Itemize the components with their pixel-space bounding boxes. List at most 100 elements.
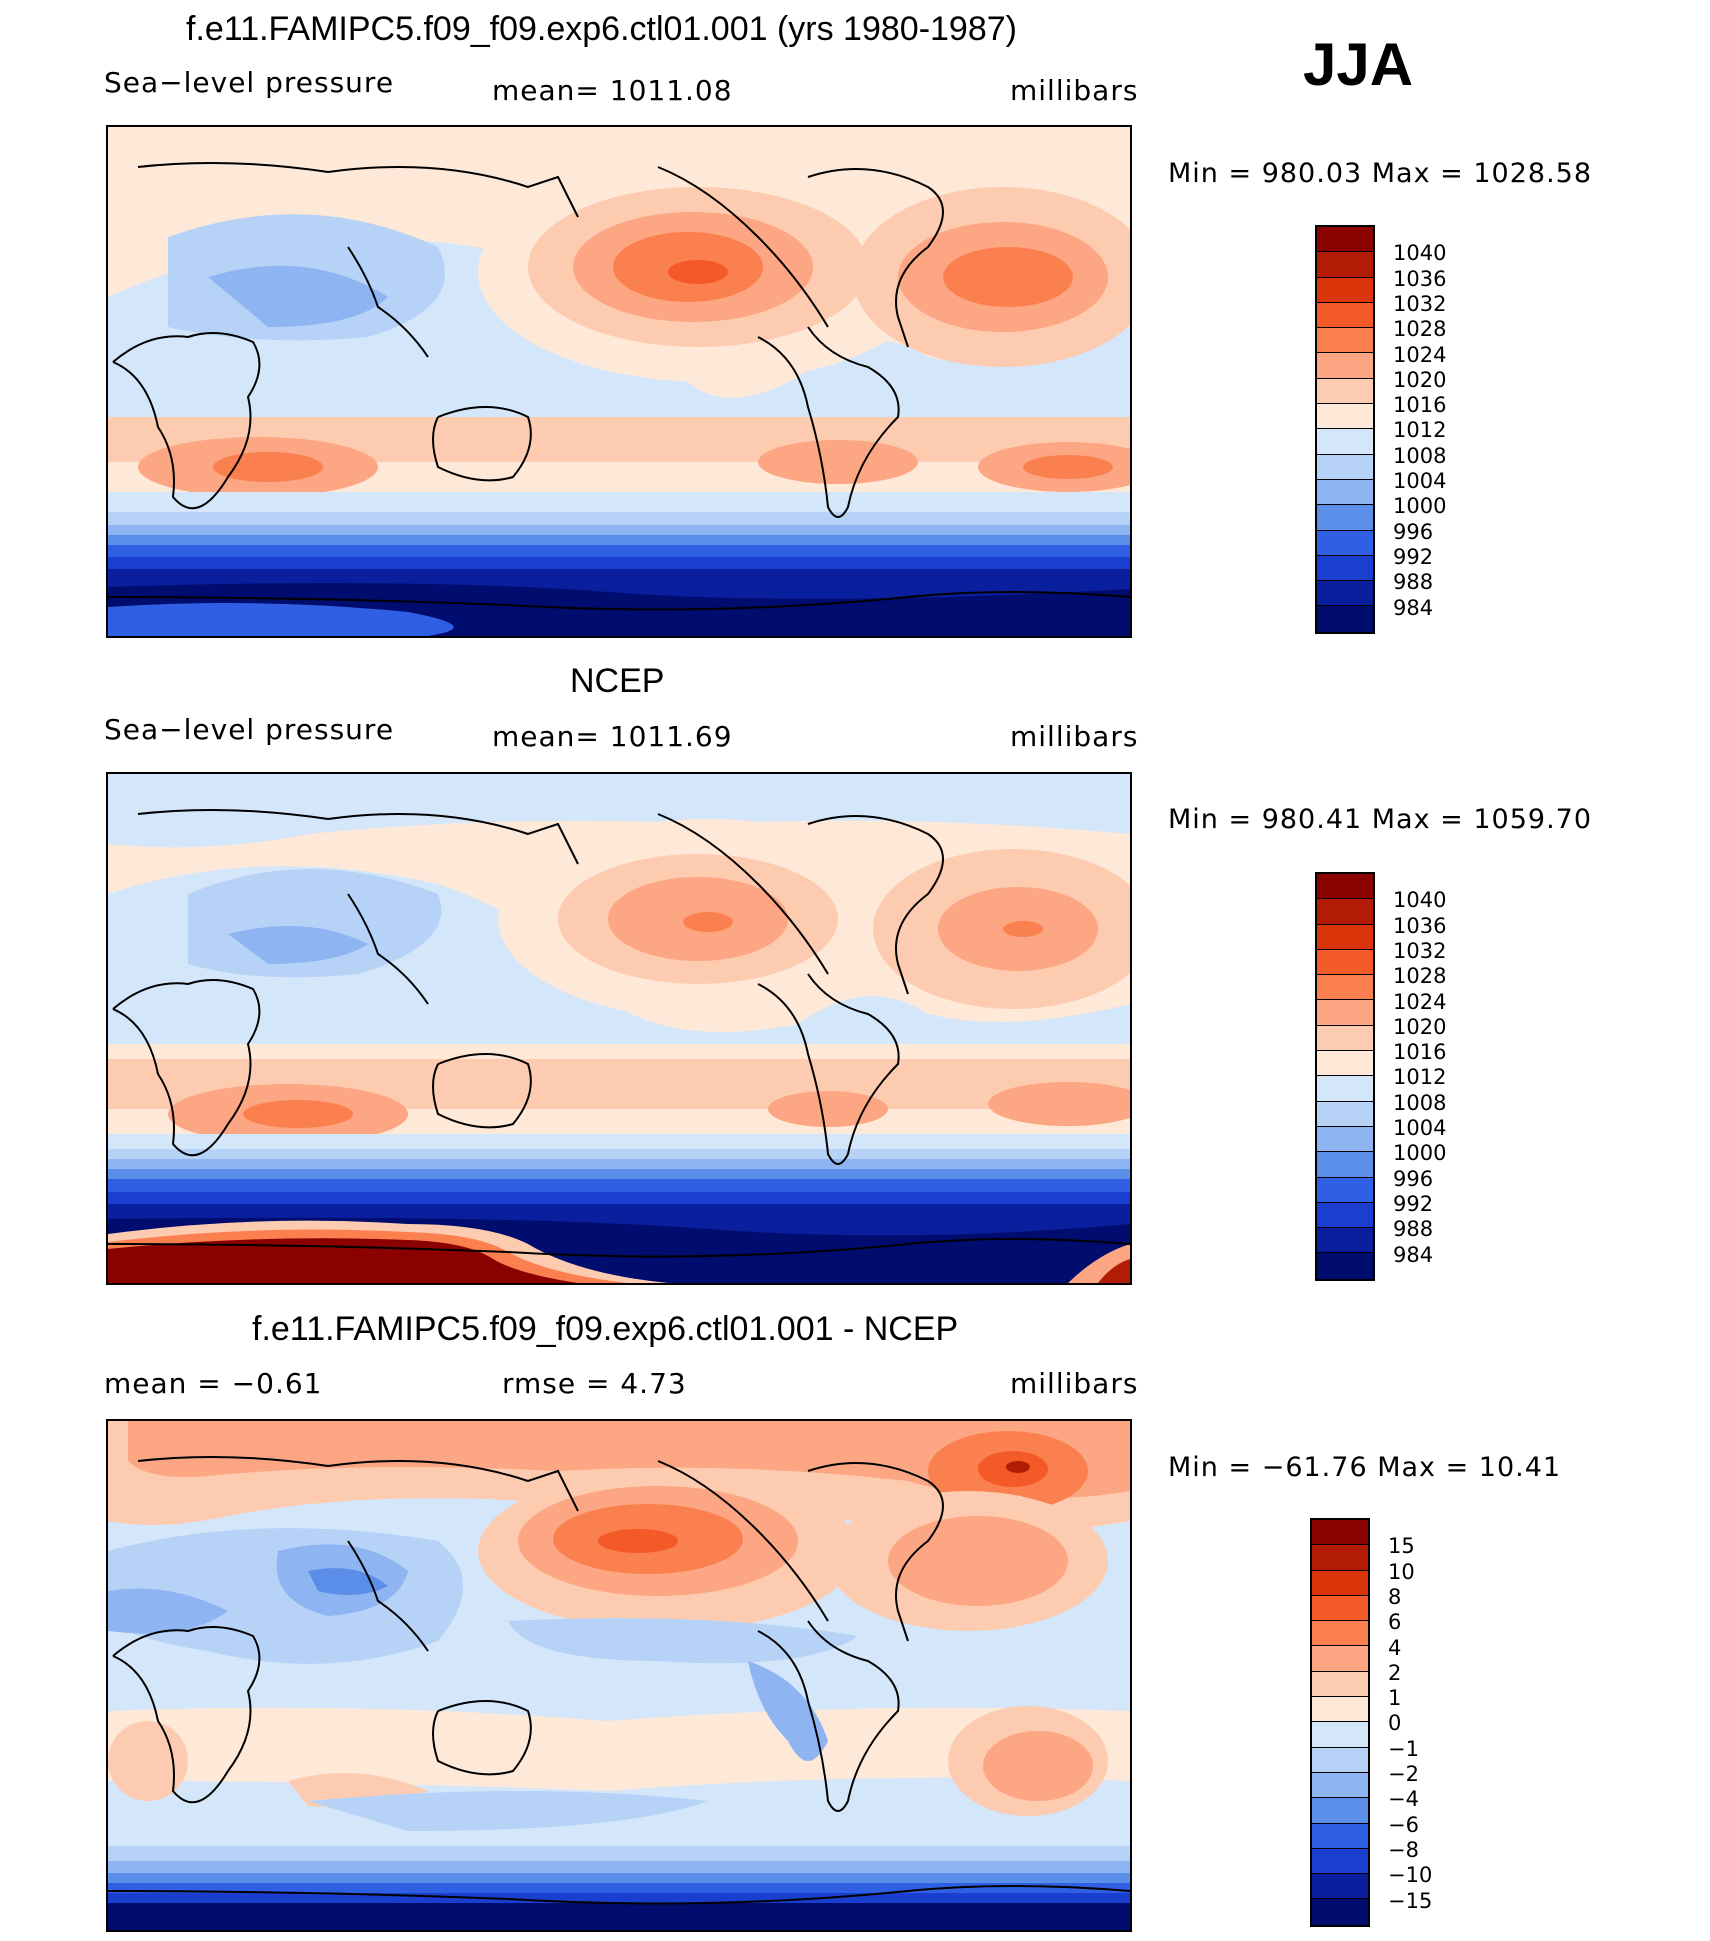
colorbar-box <box>1317 924 1373 950</box>
colorbar-level-label: 4 <box>1388 1635 1402 1660</box>
colorbar-level-label: 984 <box>1393 595 1434 620</box>
colorbar-level-label: 1 <box>1388 1686 1402 1711</box>
colorbar-level-label: 2 <box>1388 1660 1402 1685</box>
colorbar-level-label: −8 <box>1388 1837 1419 1862</box>
colorbar-level-label: 0 <box>1388 1711 1402 1736</box>
colorbar-level-label: −10 <box>1388 1863 1433 1888</box>
colorbar-level-label: −6 <box>1388 1812 1419 1837</box>
colorbar-level-label: 1008 <box>1393 1090 1447 1115</box>
colorbar-box <box>1312 1520 1368 1546</box>
colorbar-box <box>1317 353 1373 379</box>
colorbar-level-label: 1032 <box>1393 291 1447 316</box>
colorbar-box <box>1312 1570 1368 1596</box>
panel1-units-label: millibars <box>1010 74 1139 107</box>
colorbar-box <box>1312 1899 1368 1925</box>
colorbar-level-label: 988 <box>1393 570 1434 595</box>
panel1-map <box>106 125 1132 638</box>
colorbar-level-label: 1000 <box>1393 1141 1447 1166</box>
colorbar-level-label: 992 <box>1393 544 1434 569</box>
colorbar-level-label: 984 <box>1393 1242 1434 1267</box>
panel3-rmse-label: rmse = 4.73 <box>502 1367 687 1400</box>
colorbar-box <box>1312 1848 1368 1875</box>
colorbar-level-label: 1032 <box>1393 938 1447 963</box>
colorbar-level-label: 8 <box>1388 1584 1402 1609</box>
colorbar-box <box>1317 530 1373 556</box>
colorbar-box <box>1317 1126 1373 1153</box>
panel1-variable-label: Sea−level pressure <box>104 66 395 99</box>
panel3-mean-label: mean = −0.61 <box>104 1367 323 1400</box>
colorbar-level-label: 1024 <box>1393 989 1447 1014</box>
panel2-colorbar <box>1315 872 1375 1281</box>
colorbar-box <box>1317 1228 1373 1254</box>
colorbar-box <box>1312 1874 1368 1900</box>
season-label: JJA <box>1303 31 1414 98</box>
colorbar-level-label: 996 <box>1393 1166 1434 1191</box>
panel2-title: NCEP <box>570 662 665 700</box>
colorbar-box <box>1312 1772 1368 1799</box>
colorbar-level-label: 1040 <box>1393 241 1447 266</box>
colorbar-box <box>1317 429 1373 455</box>
colorbar-box <box>1317 899 1373 925</box>
panel2-variable-label: Sea−level pressure <box>104 713 395 746</box>
colorbar-level-label: 1036 <box>1393 913 1447 938</box>
colorbar-level-label: 1004 <box>1393 1116 1447 1140</box>
panel3-units-label: millibars <box>1010 1367 1139 1400</box>
colorbar-box <box>1317 328 1373 354</box>
colorbar-box <box>1312 1646 1368 1672</box>
colorbar-level-label: 988 <box>1393 1217 1434 1242</box>
colorbar-box <box>1317 975 1373 1001</box>
colorbar-box <box>1317 606 1373 632</box>
colorbar-level-label: 1016 <box>1393 393 1447 418</box>
panel3-map <box>106 1419 1132 1932</box>
panel1-minmax: Min = 980.03 Max = 1028.58 <box>1168 158 1593 189</box>
colorbar-level-label: 1028 <box>1393 964 1447 989</box>
colorbar-level-label: −4 <box>1388 1787 1419 1812</box>
panel2-mean-label: mean= 1011.69 <box>492 720 733 753</box>
colorbar-level-label: 992 <box>1393 1191 1434 1216</box>
panel2-map <box>106 772 1132 1285</box>
colorbar-level-label: 6 <box>1388 1610 1402 1635</box>
panel3-colorbar <box>1310 1518 1370 1927</box>
panel2-minmax: Min = 980.41 Max = 1059.70 <box>1168 804 1593 835</box>
colorbar-box <box>1312 1823 1368 1849</box>
colorbar-level-label: −1 <box>1388 1736 1419 1761</box>
colorbar-level-label: 1008 <box>1393 443 1447 468</box>
colorbar-box <box>1317 1202 1373 1229</box>
colorbar-box <box>1317 1101 1373 1127</box>
colorbar-level-label: 1012 <box>1393 1065 1447 1090</box>
colorbar-level-label: 996 <box>1393 519 1434 544</box>
colorbar-level-label: −15 <box>1388 1888 1433 1913</box>
panel1-mean-label: mean= 1011.08 <box>492 74 733 107</box>
colorbar-box <box>1317 1025 1373 1052</box>
panel3-minmax: Min = −61.76 Max = 10.41 <box>1168 1452 1562 1483</box>
panel3-title: f.e11.FAMIPC5.f09_f09.exp6.ctl01.001 - N… <box>252 1310 959 1348</box>
panel1-title: f.e11.FAMIPC5.f09_f09.exp6.ctl01.001 (yr… <box>186 10 1017 48</box>
colorbar-box <box>1317 302 1373 329</box>
colorbar-level-label: 1020 <box>1393 367 1447 392</box>
colorbar-level-label: 10 <box>1388 1559 1415 1584</box>
panel2-map-svg <box>108 774 1130 1283</box>
colorbar-box <box>1317 1051 1373 1077</box>
colorbar-box <box>1317 454 1373 480</box>
colorbar-box <box>1317 581 1373 607</box>
colorbar-box <box>1317 277 1373 303</box>
colorbar-level-label: 1004 <box>1393 469 1447 493</box>
colorbar-box <box>1317 252 1373 278</box>
colorbar-level-label: −2 <box>1388 1762 1419 1786</box>
colorbar-level-label: 1040 <box>1393 888 1447 913</box>
colorbar-level-label: 1020 <box>1393 1014 1447 1039</box>
colorbar-box <box>1312 1595 1368 1622</box>
panel1-map-svg <box>108 127 1130 636</box>
colorbar-box <box>1312 1545 1368 1571</box>
colorbar-level-label: 1028 <box>1393 317 1447 342</box>
colorbar-box <box>1312 1697 1368 1723</box>
colorbar-box <box>1312 1671 1368 1698</box>
colorbar-box <box>1317 227 1373 253</box>
colorbar-box <box>1317 1253 1373 1279</box>
colorbar-box <box>1312 1621 1368 1647</box>
panel1-colorbar <box>1315 225 1375 634</box>
colorbar-box <box>1317 555 1373 582</box>
colorbar-box <box>1312 1722 1368 1748</box>
colorbar-box <box>1317 949 1373 976</box>
colorbar-box <box>1317 1177 1373 1203</box>
